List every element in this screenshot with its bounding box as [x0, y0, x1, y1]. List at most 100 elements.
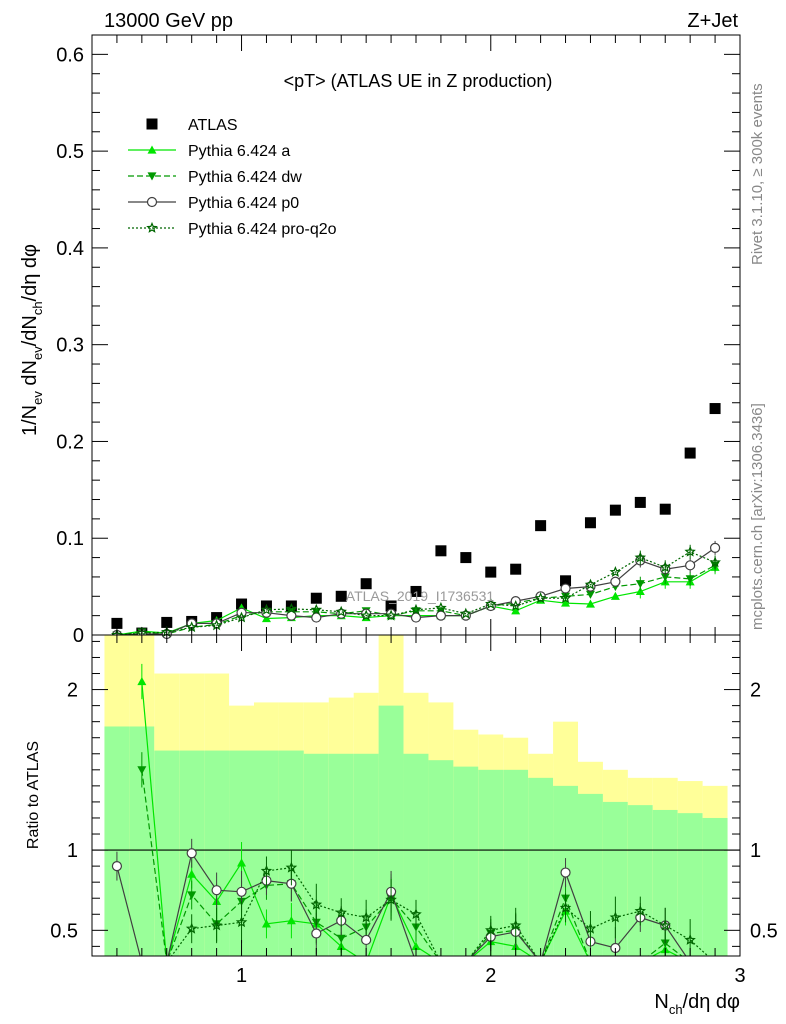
data-point	[285, 600, 297, 612]
ratio-point	[411, 941, 421, 950]
legend-marker	[147, 145, 157, 154]
data-point	[410, 585, 422, 597]
data-point	[311, 612, 322, 623]
data-point	[510, 563, 522, 575]
data-point	[659, 561, 671, 573]
ratio-point	[509, 919, 522, 931]
analysis-watermark: ATLAS_2019_I1736531	[346, 588, 495, 604]
rivet-label: Rivet 3.1.10, ≥ 300k events	[749, 83, 766, 265]
ratio-ticks: 0.5 0.5 1 1 2 2 1 2 3	[50, 635, 778, 987]
data-point	[534, 592, 547, 604]
legend-label: Pythia 6.424 pro-q2o	[188, 221, 337, 238]
data-point	[310, 603, 323, 615]
data-point	[685, 560, 696, 571]
data-point	[610, 576, 621, 587]
data-point	[709, 403, 721, 415]
data-point	[485, 597, 497, 609]
legend-marker	[147, 172, 157, 181]
ratio-point	[336, 934, 346, 943]
data-point	[559, 592, 572, 604]
data-point	[310, 592, 322, 604]
data-point	[435, 610, 447, 621]
legend-marker	[146, 221, 158, 233]
ratio-point	[360, 911, 372, 923]
data-point	[385, 609, 397, 621]
data-point	[335, 590, 347, 602]
y-tick-label: 0.2	[56, 431, 84, 453]
data-point	[709, 542, 721, 554]
data-point	[410, 603, 422, 615]
ratio-point	[584, 922, 597, 934]
green-band-bin	[104, 726, 130, 956]
legend-entry: Pythia 6.424 a	[128, 143, 290, 160]
ratio-point	[261, 919, 271, 928]
legend-marker	[146, 196, 158, 208]
data-point	[610, 591, 620, 600]
ratio-point	[311, 928, 322, 939]
ratio-point	[286, 916, 296, 925]
data-point	[561, 592, 571, 601]
data-point	[435, 545, 447, 557]
ratio-point	[260, 864, 273, 876]
ratio-point	[361, 934, 372, 946]
ratio-panel: 0.5 0.5 1 1 2 2 1 2 3 Ratio to ATLAS Nch/dη dφ	[25, 634, 778, 1017]
data-point	[385, 600, 397, 612]
ratio-y-tick-label: 1	[67, 840, 78, 862]
x-tick-label: 2	[485, 965, 496, 987]
y-tick-label: 0.3	[56, 335, 84, 357]
data-point	[111, 617, 123, 629]
data-point	[460, 552, 472, 564]
ratio-point	[137, 677, 147, 686]
ratio-point	[186, 848, 197, 859]
legend: ATLAS Pythia 6.424 a Pythia 6.424 dw Pythia…	[128, 117, 337, 238]
ratio-point	[385, 893, 397, 905]
ratio-y-tick-label-right: 2	[750, 680, 761, 702]
data-point	[560, 575, 572, 587]
data-point	[684, 545, 696, 557]
data-point	[659, 503, 671, 515]
data-point	[560, 583, 571, 594]
data-point	[685, 575, 695, 584]
data-point	[609, 566, 622, 577]
ratio-point	[185, 922, 198, 934]
ratio-point	[187, 891, 197, 900]
data-point	[460, 607, 472, 619]
green-band-bin	[428, 760, 454, 956]
ratio-point	[609, 911, 622, 923]
ratio-series-3	[170, 850, 709, 956]
ratio-point	[310, 898, 323, 910]
legend-entry: Pythia 6.424 pro-q2o	[128, 221, 337, 238]
data-point	[261, 614, 271, 623]
ratio-point	[335, 906, 347, 918]
legend-entry: ATLAS	[146, 117, 238, 134]
data-point	[584, 517, 596, 529]
green-band-bin	[627, 805, 653, 956]
ratio-point	[634, 905, 647, 916]
data-point	[635, 580, 645, 589]
energy-label: 13000 GeV pp	[104, 10, 233, 32]
ratio-point	[237, 858, 247, 867]
ratio-point	[235, 916, 248, 928]
legend-entry: Pythia 6.424 p0	[128, 195, 299, 212]
ratio-y-tick-label-right: 0.5	[750, 920, 778, 942]
ratio-y-tick-label-right: 1	[750, 840, 761, 862]
y-tick-label: 0.5	[56, 141, 84, 163]
x-tick-label: 3	[734, 965, 745, 987]
data-point	[285, 602, 298, 614]
ratio-y-axis-title: Ratio to ATLAS	[25, 741, 42, 849]
ratio-line	[141, 681, 680, 956]
ratio-point	[659, 919, 671, 931]
green-band-bin	[528, 777, 554, 956]
legend-marker	[146, 118, 158, 130]
ratio-point	[410, 908, 422, 920]
legend-label: Pythia 6.424 p0	[188, 195, 299, 212]
y-axis-title: 1/Nev dNev/dNch/dη dφ	[19, 244, 45, 436]
mcplots-label: mcplots.cern.ch [arXiv:1306.3436]	[749, 403, 766, 630]
data-point	[585, 599, 595, 608]
ratio-data-layer	[92, 635, 740, 956]
data-point	[585, 590, 595, 599]
ratio-point	[485, 924, 497, 936]
legend-label: ATLAS	[188, 117, 238, 134]
ratio-point	[660, 939, 670, 948]
